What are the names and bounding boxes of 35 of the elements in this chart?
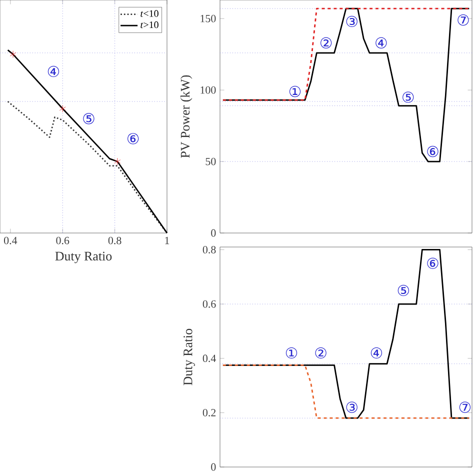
annotation: ⑤ xyxy=(402,92,414,103)
annotation: ① xyxy=(289,86,301,98)
y-tick-label: 50 xyxy=(206,158,216,166)
annotation: ④ xyxy=(48,66,60,78)
annotation: ⑦ xyxy=(458,14,469,26)
annotation: ⑦ xyxy=(459,402,471,413)
x-tick-label: 0.4 xyxy=(4,236,18,244)
y-axis-title: Duty Ratio xyxy=(184,328,195,386)
y-tick-label: 0 xyxy=(211,229,216,237)
annotation: ⑤ xyxy=(398,284,410,296)
y-tick-label: 0 xyxy=(211,463,216,471)
annotation: ③ xyxy=(346,16,358,28)
annotation: ⑥ xyxy=(427,146,438,158)
y-tick-label: 0.8 xyxy=(202,246,216,254)
y-tick-label: 150 xyxy=(200,14,216,22)
annotation: ⑥ xyxy=(427,258,438,269)
x-axis-title: Duty Ratio xyxy=(55,252,112,264)
annotation: ① xyxy=(286,347,298,359)
x-tick-label: 0.8 xyxy=(108,236,122,244)
annotation: ② xyxy=(320,37,332,48)
annotation: ② xyxy=(315,347,326,359)
annotation: ⑥ xyxy=(127,133,139,144)
legend-label: t<10 xyxy=(140,10,158,17)
y-tick-label: 0.2 xyxy=(202,408,216,416)
annotation: ④ xyxy=(376,37,387,48)
annotation: ⑤ xyxy=(83,113,94,124)
y-tick-label: 0.6 xyxy=(202,300,216,308)
legend-label: t>10 xyxy=(140,21,158,28)
y-axis-title: PV Power (kW) xyxy=(180,75,192,158)
annotation: ④ xyxy=(370,347,382,359)
x-tick-label: 1 xyxy=(165,236,170,244)
annotation: ③ xyxy=(346,402,358,413)
y-tick-label: 100 xyxy=(200,86,216,94)
x-tick-label: 0.6 xyxy=(56,236,70,244)
y-tick-label: 0.4 xyxy=(202,354,216,362)
